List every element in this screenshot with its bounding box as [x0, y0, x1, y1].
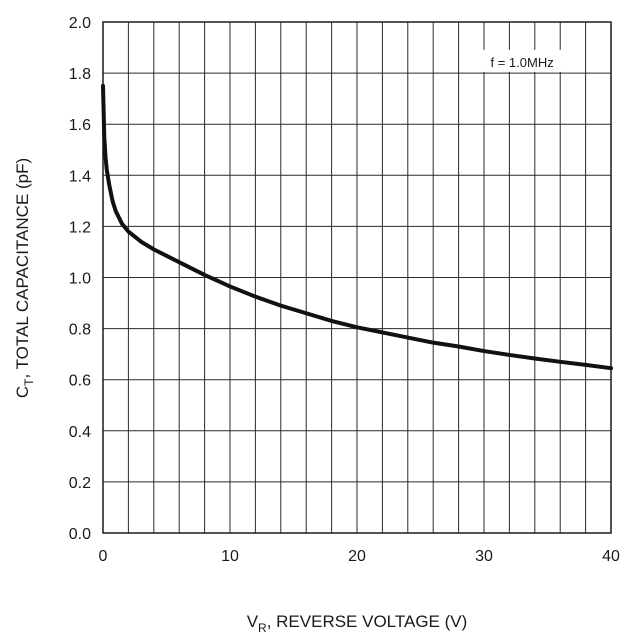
y-axis-label: CT, TOTAL CAPACITANCE (pF)	[13, 158, 36, 398]
y-tick-label: 0.4	[69, 424, 91, 441]
x-tick-label: 40	[602, 548, 620, 565]
y-tick-labels: 0.0 0.2 0.4 0.6 0.8 1.0 1.2 1.4 1.6 1.8 2.0	[69, 15, 91, 543]
y-tick-label: 1.4	[69, 168, 91, 185]
x-tick-label: 20	[348, 548, 366, 565]
y-tick-label: 0.8	[69, 322, 91, 339]
y-tick-label: 1.2	[69, 219, 91, 236]
y-tick-label: 0.0	[69, 526, 91, 543]
frequency-annotation: f = 1.0MHz	[490, 55, 553, 70]
y-tick-label: 0.2	[69, 475, 91, 492]
y-tick-label: 0.6	[69, 373, 91, 390]
y-tick-label: 2.0	[69, 15, 91, 32]
y-tick-label: 1.8	[69, 66, 91, 83]
x-tick-label: 0	[99, 548, 108, 565]
x-tick-label: 30	[475, 548, 493, 565]
x-tick-labels: 0 10 20 30 40	[99, 548, 620, 565]
x-tick-label: 10	[221, 548, 239, 565]
grid	[103, 22, 611, 533]
x-axis-label: VR, REVERSE VOLTAGE (V)	[247, 612, 468, 634]
y-tick-label: 1.6	[69, 117, 91, 134]
annotation-group: f = 1.0MHz	[472, 50, 572, 72]
y-tick-label: 1.0	[69, 271, 91, 288]
